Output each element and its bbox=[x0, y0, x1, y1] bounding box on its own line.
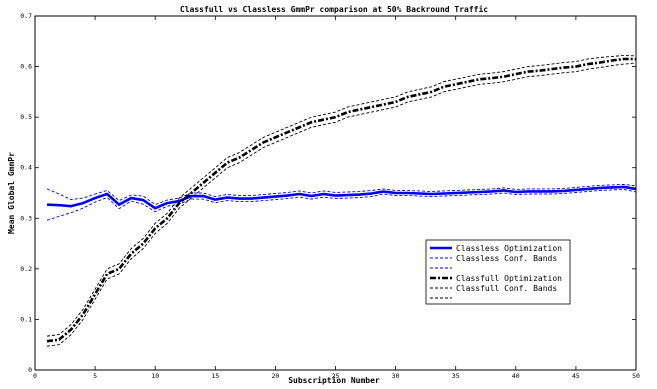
x-tick-label: 10 bbox=[151, 372, 159, 380]
x-tick-label: 30 bbox=[392, 372, 400, 380]
y-tick-label: 0.5 bbox=[20, 113, 32, 121]
y-tick-label: 0.3 bbox=[20, 214, 32, 222]
legend-box bbox=[425, 239, 571, 305]
x-tick-label: 25 bbox=[332, 372, 340, 380]
legend-entry: Classless Optimization bbox=[456, 244, 562, 253]
y-tick-label: 0.2 bbox=[20, 265, 32, 273]
series-layer bbox=[46, 55, 637, 347]
x-tick-label: 35 bbox=[452, 372, 460, 380]
x-tick-label: 0 bbox=[33, 372, 37, 380]
series-line-0 bbox=[46, 185, 637, 210]
series-line-1 bbox=[46, 183, 637, 206]
x-tick-label: 20 bbox=[271, 372, 279, 380]
chart-title: Classfull vs Classless GmmPr comparison … bbox=[180, 4, 488, 14]
x-axis-label: Subscription Number bbox=[288, 375, 380, 385]
legend-entry: Classless Conf. Bands bbox=[456, 254, 557, 263]
y-tick-label: 0.6 bbox=[20, 63, 32, 71]
y-tick-label: 0.4 bbox=[20, 164, 32, 172]
legend-entry: Classfull Optimization bbox=[456, 274, 562, 283]
x-tick-label: 50 bbox=[632, 372, 640, 380]
series-line-3 bbox=[46, 57, 636, 343]
plot-frame bbox=[34, 15, 637, 371]
x-tick-label: 5 bbox=[93, 372, 97, 380]
series-line-4 bbox=[46, 55, 637, 337]
axis-ticks: 0 5 10 15 20 25 30 35 40 45 50 0 0.1 0.2 0.3 0.4 0.5 0.6 0… bbox=[20, 12, 640, 380]
y-tick-label: 0.1 bbox=[20, 315, 32, 323]
y-tick-label: 0.7 bbox=[20, 12, 32, 20]
y-axis-label: Mean Global GmmPr bbox=[7, 152, 16, 234]
x-tick-label: 15 bbox=[211, 372, 219, 380]
legend-entry: Classfull Conf. Bands bbox=[456, 284, 557, 293]
x-tick-label: 40 bbox=[512, 372, 520, 380]
y-tick-label: 0 bbox=[28, 366, 32, 374]
series-line-5 bbox=[46, 62, 637, 347]
series-line-2 bbox=[46, 189, 637, 221]
x-tick-label: 45 bbox=[572, 372, 580, 380]
